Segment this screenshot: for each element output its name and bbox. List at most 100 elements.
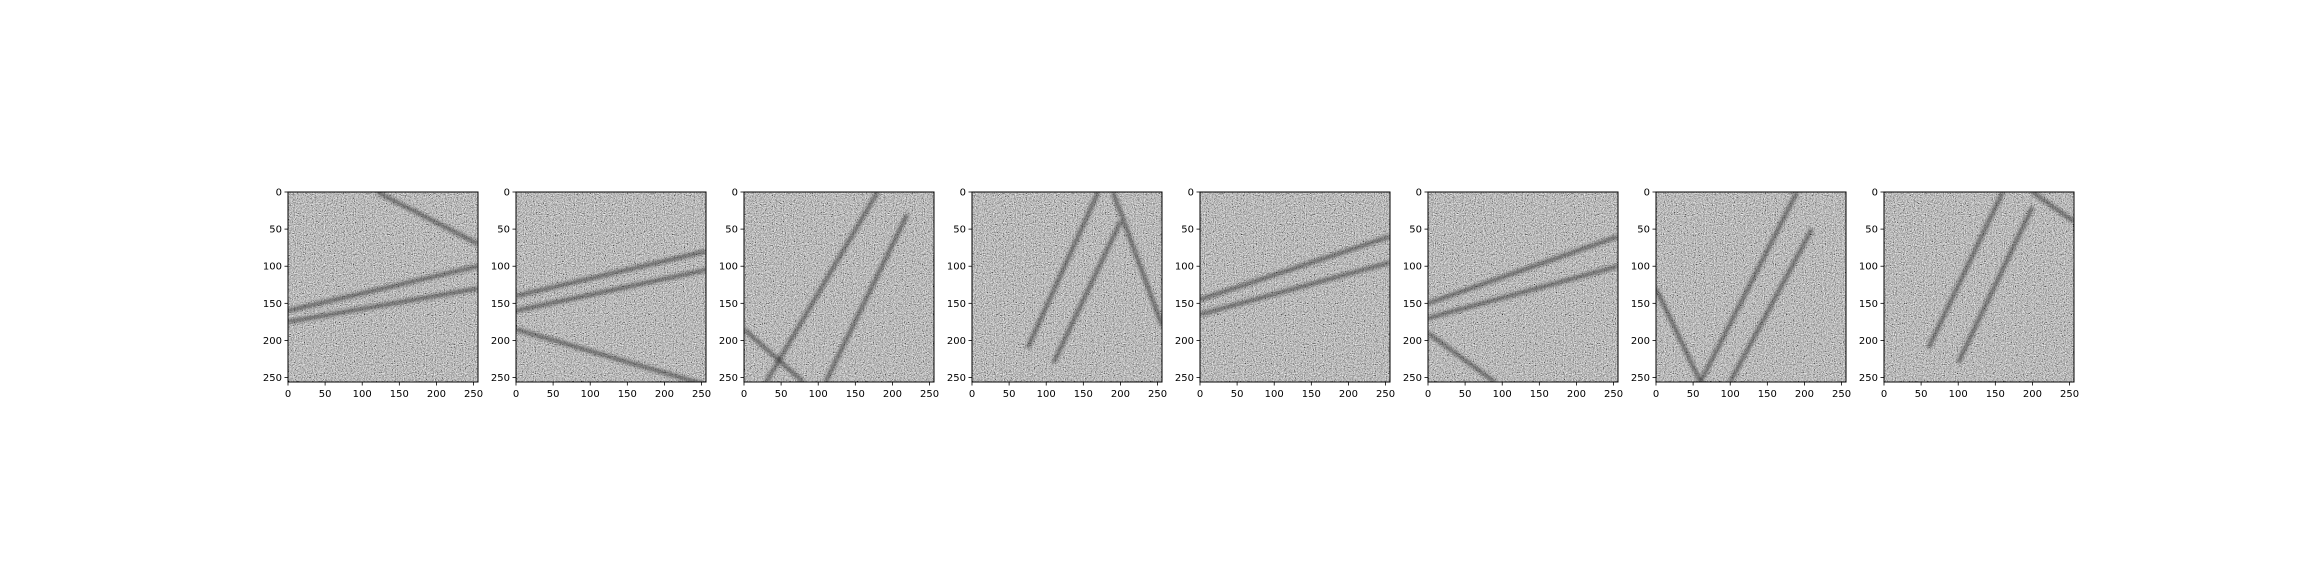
noise-image bbox=[288, 192, 478, 382]
x-tick-label: 150 bbox=[390, 389, 409, 400]
y-tick-label: 250 bbox=[719, 373, 738, 384]
x-tick-label: 0 bbox=[969, 389, 975, 400]
x-tick-label: 50 bbox=[1231, 389, 1244, 400]
noise-image bbox=[1884, 192, 2074, 382]
line-feature bbox=[516, 267, 706, 313]
x-tick-label: 150 bbox=[618, 389, 637, 400]
x-tick-label: 100 bbox=[1949, 389, 1968, 400]
line-feature bbox=[516, 249, 706, 298]
y-tick-label: 100 bbox=[1631, 262, 1650, 273]
panel-4: 0 0 50 50 100 100 150 150 200 200 250 250 bbox=[947, 188, 1167, 401]
y-tick-label: 50 bbox=[269, 225, 282, 236]
panel-2: 0 0 50 50 100 100 150 150 200 200 250 250 bbox=[491, 188, 711, 401]
noise-image bbox=[1428, 192, 1618, 382]
y-tick-label: 100 bbox=[719, 262, 738, 273]
x-tick-label: 150 bbox=[1302, 389, 1321, 400]
panel-3: 0 0 50 50 100 100 150 150 200 200 250 250 bbox=[719, 188, 939, 401]
x-tick-label: 200 bbox=[1567, 389, 1586, 400]
y-tick-label: 50 bbox=[1865, 225, 1878, 236]
x-tick-label: 0 bbox=[1653, 389, 1659, 400]
y-tick-label: 200 bbox=[1175, 336, 1194, 347]
line-feature bbox=[1428, 331, 1496, 382]
x-tick-label: 0 bbox=[513, 389, 519, 400]
x-tick-label: 250 bbox=[692, 389, 711, 400]
y-tick-label: 200 bbox=[1859, 336, 1878, 347]
line-feature bbox=[516, 327, 703, 382]
y-tick-label: 0 bbox=[732, 188, 738, 199]
x-tick-label: 150 bbox=[1530, 389, 1549, 400]
y-tick-label: 150 bbox=[947, 299, 966, 310]
line-feature bbox=[1200, 234, 1390, 302]
panel-7: 0 0 50 50 100 100 150 150 200 200 250 250 bbox=[1631, 188, 1851, 401]
axes-frame bbox=[1655, 191, 1847, 383]
y-tick-label: 0 bbox=[960, 188, 966, 199]
y-tick-label: 0 bbox=[1872, 188, 1878, 199]
y-tick-label: 50 bbox=[1409, 225, 1422, 236]
x-tick-label: 0 bbox=[1197, 389, 1203, 400]
x-tick-label: 50 bbox=[547, 389, 560, 400]
y-tick-label: 200 bbox=[491, 336, 510, 347]
x-tick-label: 50 bbox=[1459, 389, 1472, 400]
x-tick-label: 250 bbox=[1832, 389, 1851, 400]
noise-image bbox=[1200, 192, 1390, 382]
y-tick-label: 200 bbox=[947, 336, 966, 347]
y-tick-label: 50 bbox=[497, 225, 510, 236]
line-feature bbox=[1025, 192, 1100, 349]
x-tick-label: 200 bbox=[2023, 389, 2042, 400]
x-tick-label: 100 bbox=[353, 389, 372, 400]
line-feature bbox=[2031, 192, 2074, 224]
x-tick-label: 200 bbox=[427, 389, 446, 400]
line-feature bbox=[1956, 205, 2035, 364]
x-tick-label: 0 bbox=[285, 389, 291, 400]
line-structures bbox=[1200, 234, 1390, 317]
x-tick-label: 200 bbox=[1795, 389, 1814, 400]
y-tick-label: 250 bbox=[1631, 373, 1650, 384]
x-tick-label: 150 bbox=[1074, 389, 1093, 400]
x-tick-label: 100 bbox=[581, 389, 600, 400]
x-tick-label: 100 bbox=[1721, 389, 1740, 400]
y-tick-label: 0 bbox=[1416, 188, 1422, 199]
y-tick-label: 0 bbox=[504, 188, 510, 199]
x-tick-label: 50 bbox=[1915, 389, 1928, 400]
noise-image bbox=[1656, 192, 1846, 382]
y-tick-label: 250 bbox=[1859, 373, 1878, 384]
x-tick-label: 0 bbox=[741, 389, 747, 400]
y-tick-label: 0 bbox=[1188, 188, 1194, 199]
line-feature bbox=[764, 192, 880, 382]
line-structures bbox=[1926, 192, 2074, 364]
y-tick-label: 0 bbox=[276, 188, 282, 199]
axes-frame bbox=[287, 191, 479, 383]
x-tick-label: 200 bbox=[655, 389, 674, 400]
panel-6: 0 0 50 50 100 100 150 150 200 200 250 250 bbox=[1403, 188, 1623, 401]
y-tick-label: 100 bbox=[947, 262, 966, 273]
y-tick-label: 200 bbox=[263, 336, 282, 347]
y-tick-label: 150 bbox=[719, 299, 738, 310]
noise-image bbox=[972, 192, 1162, 382]
axes-frame bbox=[1427, 191, 1619, 383]
y-tick-label: 150 bbox=[1631, 299, 1650, 310]
y-tick-label: 50 bbox=[725, 225, 738, 236]
y-tick-label: 50 bbox=[1637, 225, 1650, 236]
y-tick-label: 150 bbox=[1859, 299, 1878, 310]
x-tick-label: 250 bbox=[920, 389, 939, 400]
line-feature bbox=[1728, 228, 1814, 382]
axes-frame bbox=[1199, 191, 1391, 383]
y-tick-label: 200 bbox=[1631, 336, 1650, 347]
y-tick-label: 100 bbox=[1175, 262, 1194, 273]
y-tick-label: 250 bbox=[491, 373, 510, 384]
x-tick-label: 200 bbox=[883, 389, 902, 400]
x-tick-label: 250 bbox=[464, 389, 483, 400]
y-tick-label: 100 bbox=[1403, 262, 1422, 273]
line-feature bbox=[823, 213, 910, 382]
y-tick-label: 250 bbox=[1175, 373, 1194, 384]
x-tick-label: 200 bbox=[1111, 389, 1130, 400]
y-tick-label: 250 bbox=[1403, 373, 1422, 384]
x-tick-label: 50 bbox=[1003, 389, 1016, 400]
axes-frame bbox=[1883, 191, 2075, 383]
line-feature bbox=[288, 264, 478, 313]
x-tick-label: 0 bbox=[1425, 389, 1431, 400]
line-feature bbox=[1111, 192, 1162, 327]
noise-image bbox=[744, 192, 934, 382]
y-tick-label: 50 bbox=[953, 225, 966, 236]
x-tick-label: 50 bbox=[319, 389, 332, 400]
